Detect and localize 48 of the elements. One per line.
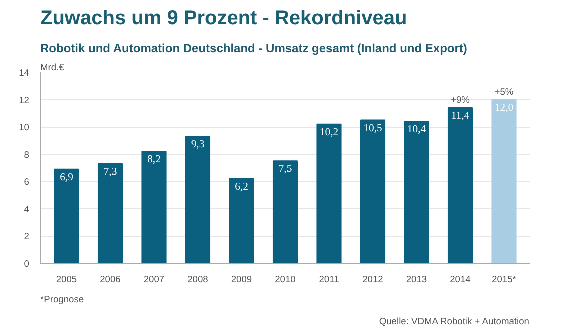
bar: [98, 163, 124, 264]
chart-subtitle: Robotik und Automation Deutschland - Umsatz gesamt (Inland und Export): [40, 42, 468, 56]
data-label: 6,2: [235, 182, 248, 193]
annotation: +9%: [451, 94, 470, 105]
source-note: Quelle: VDMA Robotik + Automation: [379, 316, 530, 326]
chart-title: Zuwachs um 9 Prozent - Rekordniveau: [40, 8, 408, 30]
data-label: 9,3: [191, 140, 205, 151]
y-tick-label: 10: [19, 122, 30, 133]
data-label: 10,2: [320, 127, 339, 138]
y-tick-label: 4: [24, 204, 30, 214]
data-label: 7,5: [278, 164, 292, 176]
bar: [448, 107, 474, 264]
bar: [404, 121, 430, 264]
x-tick-label: 2006: [100, 274, 121, 284]
bar: [360, 120, 386, 264]
bar: [229, 178, 254, 264]
data-label: 8,2: [148, 154, 161, 166]
y-axis-title: Mrd.€: [40, 62, 66, 72]
x-tick-label: 2008: [188, 274, 208, 284]
y-tick-label: 6: [24, 177, 30, 188]
x-tick-label: 2015*: [492, 274, 517, 284]
annotation: +5%: [494, 86, 514, 97]
data-label: 6,9: [60, 172, 74, 184]
data-label: 10,4: [407, 124, 427, 136]
y-tick-label: 0: [24, 259, 30, 269]
data-label: 7,3: [104, 166, 118, 178]
x-tick-label: 2014: [450, 274, 471, 284]
y-tick-label: 12: [19, 95, 30, 106]
x-tick-label: 2013: [406, 274, 428, 284]
bar: [492, 99, 517, 264]
text: *Prognose: [40, 294, 84, 304]
x-tick-label: 2007: [144, 274, 165, 284]
data-label: 10,5: [364, 123, 382, 134]
data-label: 12,0: [494, 102, 514, 114]
x-tick-label: 2010: [275, 274, 296, 284]
x-tick-label: 2012: [362, 274, 384, 284]
x-tick-label: 2009: [231, 274, 252, 284]
x-tick-label: 2011: [319, 274, 340, 284]
bar: [142, 151, 167, 264]
y-tick-label: 14: [19, 68, 30, 78]
bar: [316, 124, 342, 264]
x-tick-label: 2005: [56, 274, 78, 284]
bar: [272, 160, 298, 264]
y-tick-label: 8: [24, 150, 30, 160]
bar: [185, 136, 211, 264]
data-label: 11,4: [451, 110, 470, 122]
bar: [54, 168, 80, 264]
y-tick-label: 2: [24, 232, 30, 242]
